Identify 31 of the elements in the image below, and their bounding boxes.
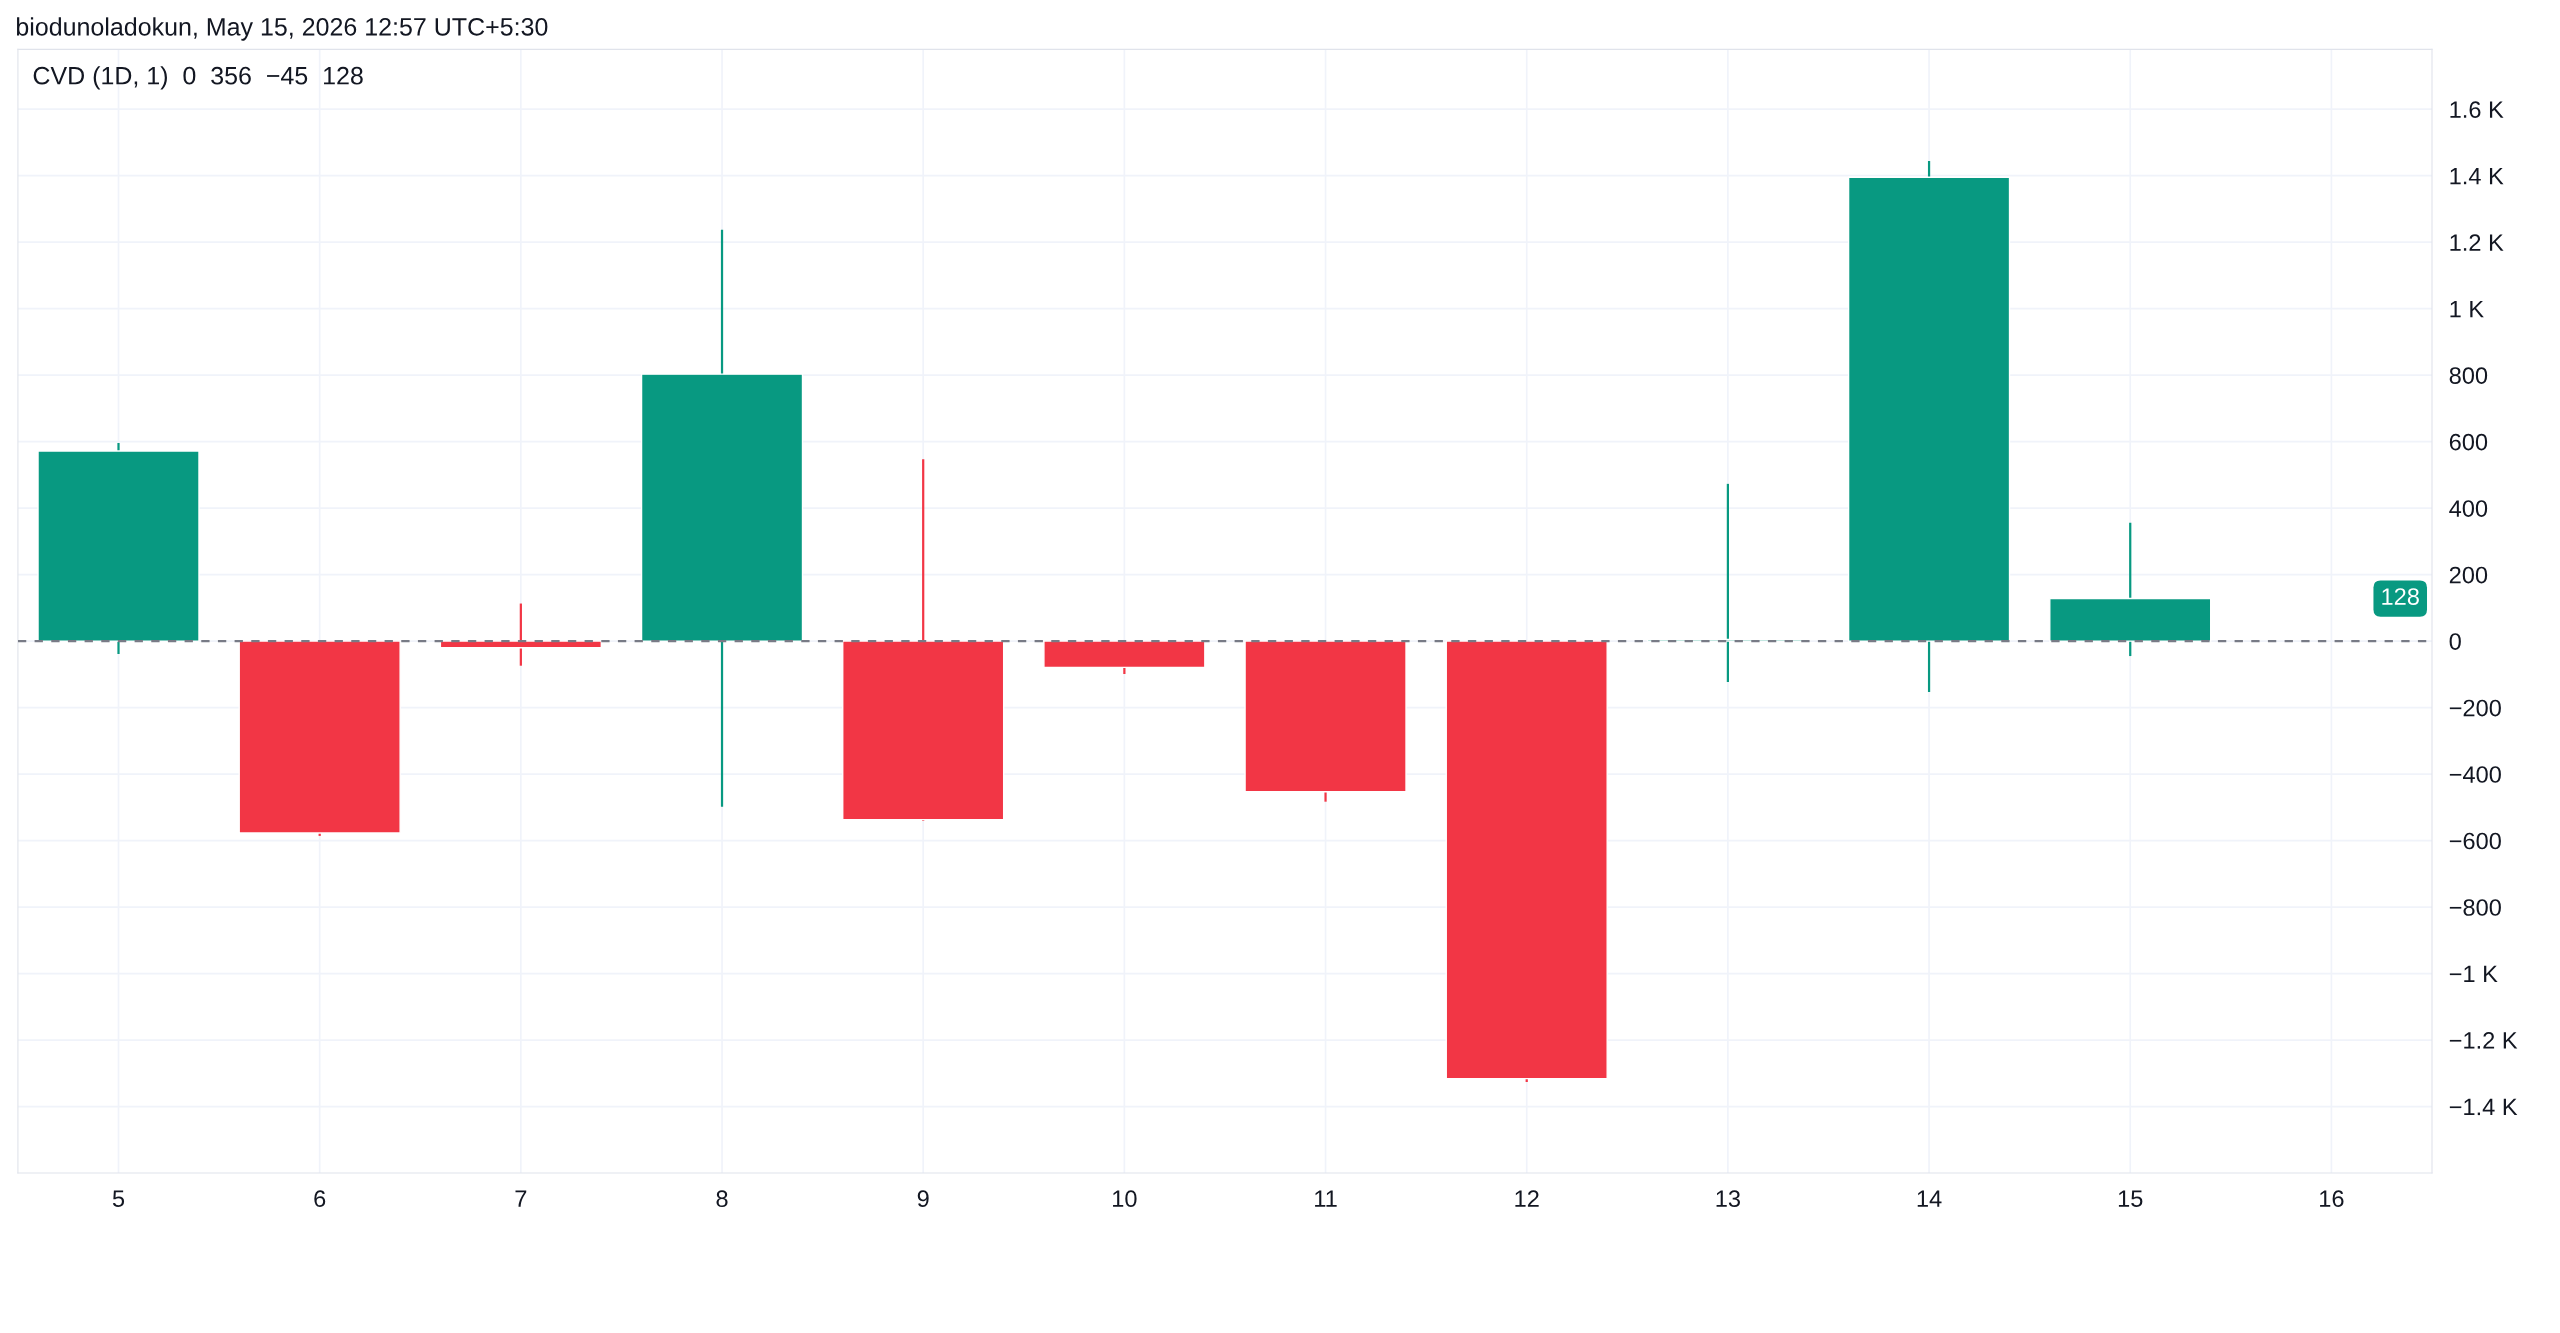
x-tick-label: 16 (2320, 1190, 2344, 1208)
x-tick-label: 10 (1113, 1190, 1137, 1208)
x-tick-label: 15 (2118, 1190, 2143, 1208)
y-tick-label: −1.2 K (2449, 1032, 2518, 1049)
x-tick-label: 5 (112, 1190, 125, 1208)
y-tick-label: −800 (2449, 899, 2501, 916)
x-tick-label: 8 (716, 1190, 728, 1208)
y-tick-label: −200 (2449, 699, 2501, 717)
y-tick-label: −400 (2449, 766, 2501, 783)
y-tick-label: 600 (2449, 433, 2488, 451)
y-tick-label: −1.4 K (2449, 1098, 2518, 1116)
x-tick-label: 11 (1315, 1190, 1337, 1207)
y-tick-label: 800 (2449, 367, 2488, 384)
y-tick-label: 1 K (2450, 300, 2484, 318)
text: biodunoladokun, May 15, 2026 12:57 UTC+5:30 (16, 17, 548, 41)
y-tick-label: 400 (2449, 500, 2488, 517)
y-tick-label: 200 (2449, 566, 2488, 584)
y-tick-label: 1.2 K (2450, 234, 2504, 251)
y-tick-label: 0 (2449, 633, 2461, 650)
x-tick-label: 9 (917, 1190, 929, 1208)
x-tick-label: 13 (1716, 1190, 1740, 1208)
y-tick-label: 1.4 K (2450, 167, 2504, 185)
annotation: CVD (1D, 1) 0 356 −45 128 (33, 66, 363, 90)
y-tick-label: −1 K (2449, 965, 2498, 983)
x-tick-label: 14 (1917, 1190, 1942, 1207)
annotation: 128 (2382, 588, 2419, 605)
x-tick-label: 12 (1515, 1190, 1539, 1207)
x-tick-label: 7 (515, 1190, 527, 1207)
y-tick-label: 1.6 K (2450, 101, 2504, 118)
y-tick-label: −600 (2449, 832, 2501, 850)
x-tick-label: 6 (314, 1190, 326, 1208)
